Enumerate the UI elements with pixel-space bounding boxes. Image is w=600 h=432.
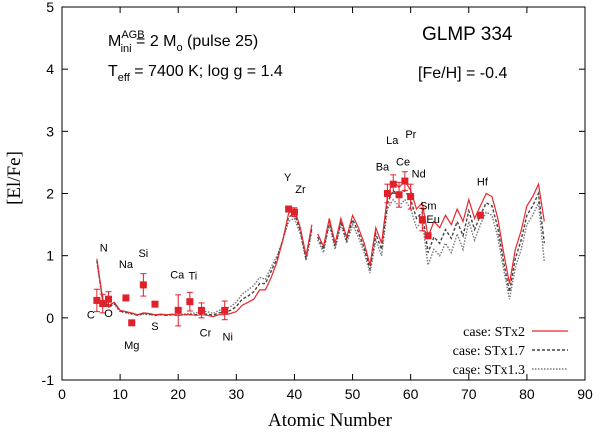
series-line <box>96 179 545 318</box>
element-label: Ti <box>188 271 197 283</box>
x-tick-label: 80 <box>519 386 535 402</box>
observation-point <box>383 190 391 197</box>
metallicity-annotation: [Fe/H] = -0.4 <box>418 65 507 82</box>
observation-point <box>122 294 130 302</box>
element-label: Ni <box>223 331 233 343</box>
x-tick-label: 70 <box>461 386 477 402</box>
observation-point <box>407 193 415 201</box>
observation-point <box>401 177 409 185</box>
element-label: Y <box>284 172 292 184</box>
x-tick-label: 0 <box>58 386 66 402</box>
observation-point <box>290 208 298 216</box>
element-label: Si <box>138 248 148 260</box>
observation-point <box>99 300 107 308</box>
element-label: Sm <box>420 201 437 213</box>
observation-point <box>389 180 397 188</box>
observation-point <box>93 296 101 304</box>
legend: case: STx2 case: STx1.7 case: STx1.3 <box>453 325 568 378</box>
element-label: Zr <box>295 184 306 196</box>
mass-annotation: MAGB ini = 2 Mo (pulse 25) <box>108 29 258 55</box>
teff-annotation: Teff = 7400 K; log g = 1.4 <box>108 63 283 84</box>
x-tick-label: 10 <box>112 386 128 402</box>
star-name: GLMP 334 <box>422 24 513 45</box>
x-tick-label: 50 <box>345 386 361 402</box>
x-axis-label: Atomic Number <box>268 410 393 431</box>
y-tick-label: 5 <box>46 0 54 15</box>
element-label: Ca <box>170 269 185 281</box>
observation-point <box>104 295 112 303</box>
observation-point <box>285 205 293 213</box>
element-label: O <box>104 308 113 320</box>
observation-point <box>139 281 147 289</box>
observation-point <box>128 319 136 327</box>
x-tick-label: 40 <box>287 386 303 402</box>
element-label: Ce <box>396 157 410 169</box>
element-label: Nd <box>412 169 426 181</box>
observation-point <box>221 306 229 314</box>
x-axis: 0 10 20 30 40 50 60 70 80 90 <box>58 7 593 402</box>
series-line <box>96 189 545 317</box>
legend-label: case: STx2 <box>463 325 525 340</box>
element-label: Na <box>119 259 134 271</box>
y-tick-label: 4 <box>46 61 54 77</box>
series-layer <box>96 179 545 318</box>
legend-label: case: STx1.3 <box>453 363 525 378</box>
y-tick-label: 0 <box>46 310 54 326</box>
y-tick-label: 1 <box>46 248 54 264</box>
element-label: Ba <box>376 162 390 174</box>
element-label: Hf <box>477 176 489 188</box>
legend-label: case: STx1.7 <box>453 344 525 359</box>
element-label: Cr <box>200 327 212 339</box>
x-tick-label: 30 <box>229 386 245 402</box>
element-label: N <box>100 243 108 255</box>
observation-point <box>186 298 194 306</box>
observation-point <box>424 232 432 240</box>
observation-point <box>476 211 484 219</box>
y-tick-label: 3 <box>46 123 54 139</box>
element-label: Pr <box>405 129 416 141</box>
element-label: La <box>386 135 399 147</box>
observation-point <box>174 306 182 314</box>
element-label: Eu <box>426 214 439 226</box>
observation-point <box>418 216 426 224</box>
observation-point <box>151 300 159 308</box>
x-tick-label: 60 <box>403 386 419 402</box>
y-axis: -1 0 1 2 3 4 5 <box>42 0 585 388</box>
y-tick-label: 2 <box>46 186 54 202</box>
y-tick-label: -1 <box>42 372 55 388</box>
element-label: C <box>87 309 95 321</box>
observation-point <box>395 191 403 199</box>
observation-point <box>197 306 205 314</box>
x-tick-label: 90 <box>577 386 593 402</box>
element-label: S <box>151 321 158 333</box>
x-tick-label: 20 <box>170 386 186 402</box>
y-axis-label: [El/Fe] <box>4 151 25 205</box>
element-label: Mg <box>124 340 139 352</box>
series-line <box>96 198 545 317</box>
